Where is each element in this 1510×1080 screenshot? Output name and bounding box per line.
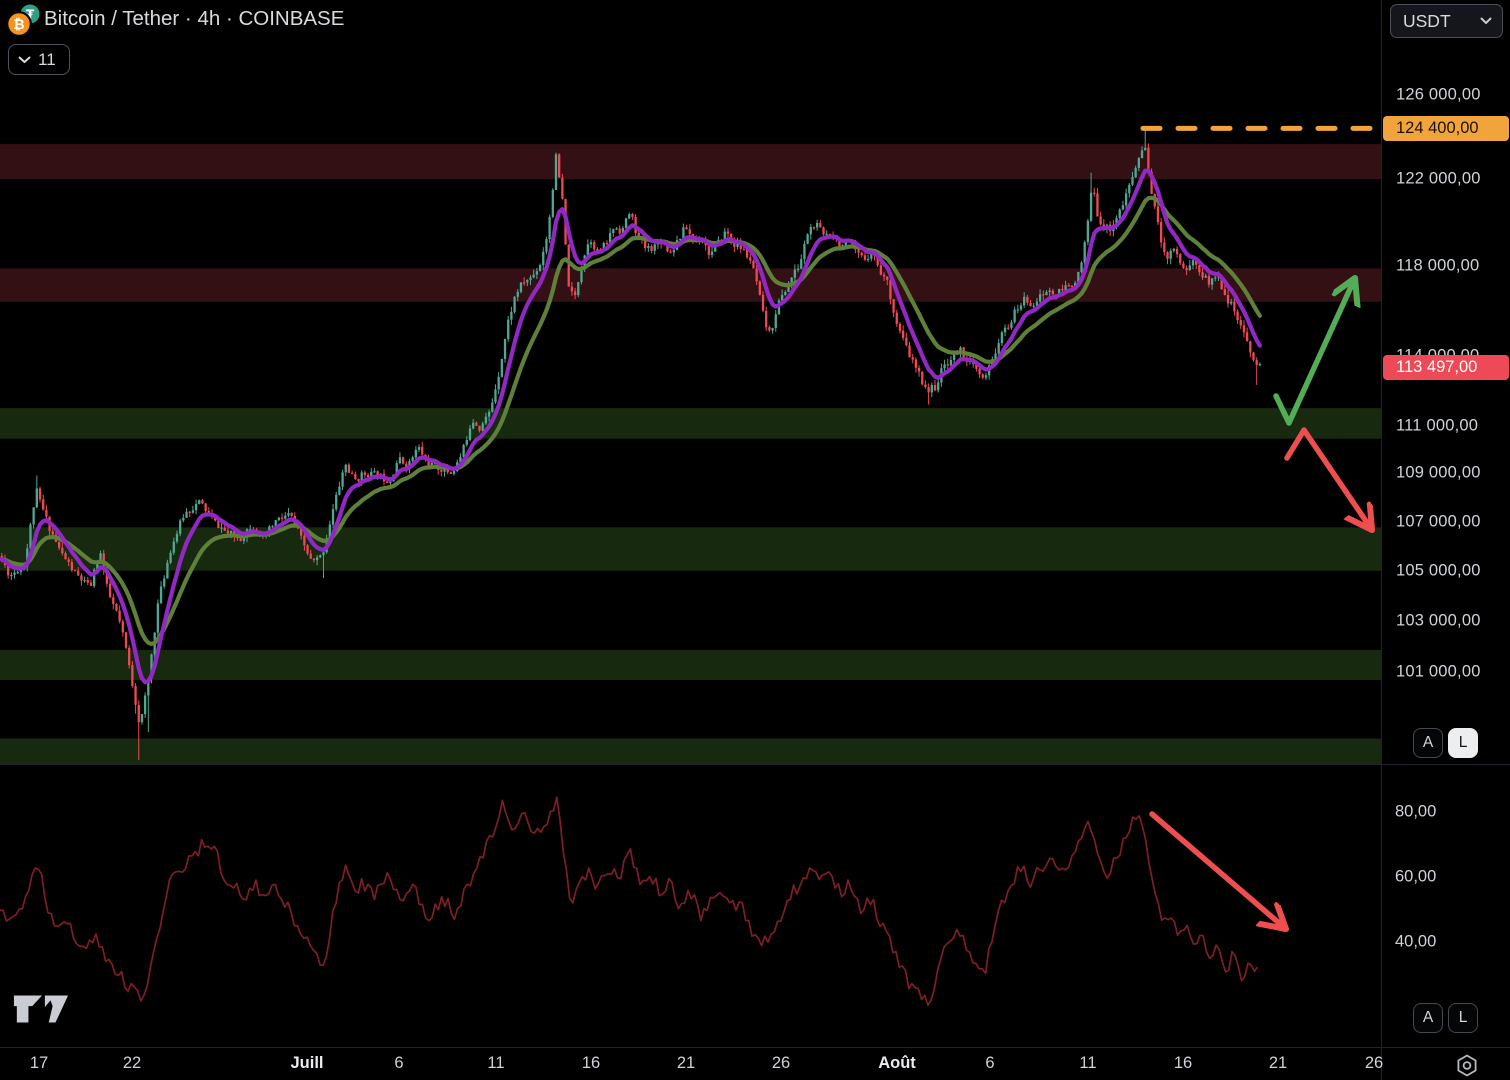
- drawn-arrow[interactable]: [1273, 278, 1355, 426]
- chevron-down-icon: [1480, 17, 1492, 24]
- chevron-down-icon: [18, 56, 31, 63]
- time-axis-label: 21: [676, 1054, 696, 1072]
- symbol-title[interactable]: Bitcoin / Tether · 4h · COINBASE: [44, 7, 345, 30]
- price-axis-label: 107 000,00: [1396, 512, 1481, 530]
- price-axis-label: 109 000,00: [1396, 463, 1481, 482]
- last-price-label: 113 497,00: [1383, 355, 1509, 381]
- price-axis-label: 101 000,00: [1396, 662, 1481, 681]
- price-axis-label: 103 000,00: [1396, 611, 1481, 630]
- drawn-arrow[interactable]: [1284, 427, 1372, 530]
- svg-text:₮: ₮: [26, 8, 35, 22]
- time-axis-label: 22: [122, 1054, 142, 1072]
- rsi-axis-label: 60,00: [1395, 867, 1437, 886]
- time-axis-label: Août: [878, 1054, 916, 1072]
- price-axis-label: 126 000,00: [1396, 85, 1481, 104]
- time-axis-label: 26: [771, 1054, 791, 1072]
- rsi-plot: [0, 796, 1259, 1007]
- symbol-pair-icons: ₮ ₿: [6, 4, 40, 37]
- indicators-toggle-button[interactable]: 11: [8, 44, 70, 75]
- time-axis[interactable]: 17 22 Juill 6 11 16 21 26 Août 6 11 16 21 26: [0, 1047, 1510, 1080]
- price-axis-label: 105 000,00: [1396, 561, 1481, 580]
- price-zones: [0, 144, 1381, 764]
- chart-header: ₮ ₿ Bitcoin / Tether · 4h · COINBASE 11: [0, 0, 344, 75]
- time-axis-label: 16: [1173, 1054, 1193, 1072]
- rsi-log-scale-button[interactable]: L: [1448, 1003, 1478, 1033]
- rsi-axis-label: 80,00: [1395, 802, 1437, 821]
- bitcoin-coin-icon: [6, 11, 32, 37]
- rsi-auto-scale-button[interactable]: A: [1413, 1003, 1443, 1033]
- time-axis-label: 17: [29, 1054, 49, 1072]
- time-axis-label: 6: [985, 1054, 995, 1072]
- timezone-settings-icon[interactable]: [1451, 1052, 1483, 1080]
- moving-averages: [0, 168, 1262, 685]
- price-axis-label: 111 000,00: [1396, 416, 1479, 435]
- log-scale-button[interactable]: L: [1448, 728, 1478, 758]
- resistance-price-label: 124 400,00: [1383, 115, 1509, 141]
- time-axis-label: 16: [581, 1054, 601, 1072]
- time-axis-label: 11: [487, 1054, 505, 1072]
- price-axis-label: 118 000,00: [1396, 256, 1480, 275]
- time-axis-label: 26: [1364, 1054, 1384, 1072]
- tradingview-logo[interactable]: [12, 992, 70, 1026]
- price-axis-label: 122 000,00: [1396, 169, 1481, 188]
- main-pane-scale-buttons: A L: [1413, 728, 1478, 758]
- time-axis-label: 6: [394, 1054, 404, 1072]
- rsi-pane-scale-buttons: A L: [1413, 1003, 1478, 1033]
- time-axis-label: 21: [1268, 1054, 1288, 1072]
- currency-selector-value: USDT: [1403, 10, 1451, 31]
- auto-scale-button[interactable]: A: [1413, 728, 1443, 758]
- indicators-count: 11: [38, 49, 56, 69]
- svg-text:₿: ₿: [13, 17, 24, 33]
- currency-selector[interactable]: USDT: [1390, 4, 1503, 38]
- drawn-arrow[interactable]: [1149, 811, 1286, 929]
- rsi-axis-label: 40,00: [1395, 932, 1437, 951]
- time-axis-label: Juill: [290, 1054, 324, 1072]
- time-axis-label: 11: [1079, 1054, 1097, 1072]
